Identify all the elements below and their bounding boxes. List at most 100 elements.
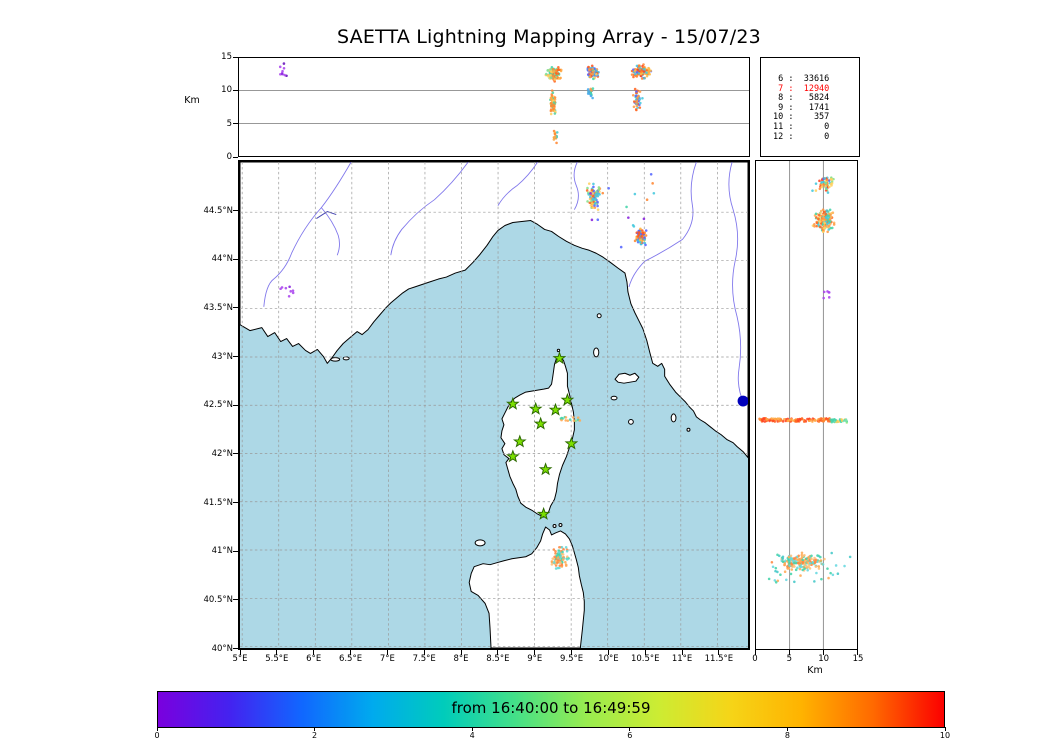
station-count-row: 7 : 12940	[773, 83, 830, 94]
river-line	[728, 162, 745, 405]
tick-mark	[233, 648, 238, 650]
tick-mark	[233, 502, 238, 504]
tick-mark	[233, 56, 238, 58]
longitude-tick-label: 10°E	[598, 654, 619, 664]
tick-mark	[571, 650, 573, 655]
altitude-tick-label: 15	[852, 654, 864, 664]
tick-mark	[857, 650, 859, 655]
longitude-tick-label: 5°E	[232, 654, 248, 664]
tick-mark	[718, 650, 720, 655]
tick-mark	[233, 356, 238, 358]
tick-mark	[644, 650, 646, 655]
coastline-mainland	[240, 162, 748, 459]
altitude-tick-label: 0	[226, 152, 232, 162]
latitude-tick-label: 42°N	[211, 448, 233, 459]
station-stats: 6 : 33616 7 : 12940 8 : 5824 9 : 1741 10 …	[761, 58, 859, 142]
colorbar-tick-label: 6	[627, 731, 633, 740]
tick-mark	[233, 307, 238, 309]
lake-bolsena-marker	[737, 395, 748, 407]
right-panel-x-axis-label: Km	[807, 665, 823, 676]
tick-mark	[944, 727, 946, 731]
colorbar-tick-label: 10	[939, 731, 951, 740]
tick-mark	[681, 650, 683, 655]
tick-mark	[233, 404, 238, 406]
lma-station-star	[564, 436, 579, 450]
altitude-tick-label: 10	[221, 85, 232, 96]
river-line	[316, 211, 337, 219]
latitude-tick-label: 40°N	[211, 643, 233, 654]
top-panel-y-axis-label: Km	[184, 95, 200, 106]
station-count-row: 9 : 1741	[773, 102, 830, 113]
lma-station-star	[560, 392, 575, 406]
lma-station-star	[512, 434, 527, 448]
island-maddalena-1	[552, 524, 557, 528]
island-port-cros	[342, 356, 350, 361]
lma-station-star	[548, 402, 563, 416]
tick-mark	[233, 258, 238, 260]
river-line	[497, 162, 539, 206]
map-panel	[238, 160, 750, 650]
altitude-tick-label: 0	[752, 654, 758, 664]
colorbar-tick-label: 0	[154, 731, 160, 740]
lma-station-star	[538, 462, 553, 476]
tick-mark	[350, 650, 352, 655]
tick-mark	[239, 650, 241, 655]
longitude-tick-label: 6.5°E	[338, 654, 363, 664]
island-maddalena-2	[558, 523, 563, 527]
altitude-tick-label: 10	[818, 654, 830, 664]
altitude-longitude-panel	[238, 57, 750, 157]
longitude-tick-label: 7°E	[379, 654, 395, 664]
tick-mark	[314, 727, 316, 731]
altitude-longitude-plot	[239, 62, 749, 145]
altitude-latitude-panel	[755, 160, 858, 650]
lma-station-star	[505, 449, 520, 463]
coastline-corsica	[500, 355, 575, 518]
tick-mark	[156, 727, 158, 731]
longitude-tick-label: 6°E	[306, 654, 322, 664]
tick-mark	[788, 650, 790, 655]
island-giannutri	[686, 427, 691, 432]
colorbar: from 16:40:00 to 16:49:59	[157, 691, 945, 728]
tick-mark	[233, 599, 238, 601]
tick-mark	[607, 650, 609, 655]
altitude-gridlines	[789, 161, 824, 649]
altitude-gridlines	[239, 90, 749, 124]
rivers	[263, 162, 745, 405]
latitude-tick-label: 44°N	[211, 254, 233, 265]
longitude-tick-label: 10.5°E	[630, 654, 660, 664]
island-asinara	[474, 539, 486, 547]
latitude-tick-label: 43°N	[211, 351, 233, 362]
river-line	[390, 162, 469, 256]
page-title: SAETTA Lightning Mapping Array - 15/07/2…	[337, 26, 761, 48]
tick-mark	[313, 650, 315, 655]
lightning-scatter-map	[279, 173, 656, 570]
tick-mark	[497, 650, 499, 655]
station-count-row: 8 : 5824	[773, 93, 830, 104]
lma-station-stars	[505, 351, 579, 520]
tick-mark	[233, 156, 238, 158]
river-line	[573, 162, 579, 210]
station-count-row: 12 : 0	[773, 131, 830, 142]
lma-station-star	[528, 401, 543, 415]
station-stats-panel: 6 : 33616 7 : 12940 8 : 5824 9 : 1741 10 …	[760, 57, 860, 157]
latitude-tick-label: 40.5°N	[203, 594, 233, 605]
altitude-tick-label: 15	[221, 52, 232, 62]
island-capraia	[593, 347, 600, 358]
altitude-tick-label: 5	[786, 654, 793, 664]
tick-mark	[786, 727, 788, 731]
latitude-tick-label: 42.5°N	[203, 400, 233, 411]
longitude-tick-label: 9°E	[527, 654, 543, 664]
latitude-tick-label: 41°N	[211, 546, 233, 557]
longitude-tick-label: 11.5°E	[704, 654, 734, 664]
island-porquerolles	[330, 357, 341, 362]
tick-mark	[233, 453, 238, 455]
longitude-tick-label: 8°E	[453, 654, 469, 664]
tick-mark	[534, 650, 536, 655]
altitude-tick-label: 5	[226, 118, 232, 129]
tick-mark	[276, 650, 278, 655]
longitude-tick-label: 7.5°E	[412, 654, 436, 664]
station-count-row: 10 : 357	[773, 112, 830, 123]
river-line	[321, 207, 340, 256]
tick-mark	[423, 650, 425, 655]
latitude-tick-label: 44.5°N	[203, 205, 233, 216]
